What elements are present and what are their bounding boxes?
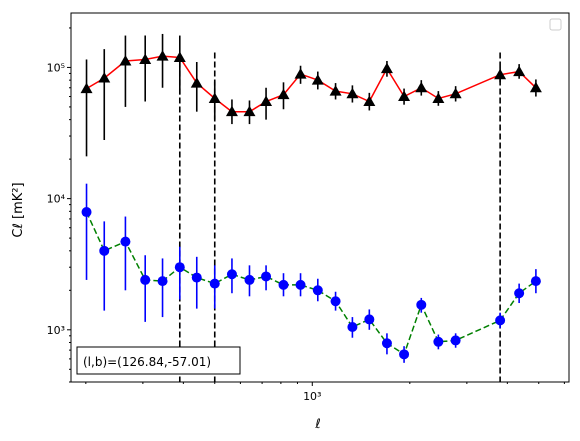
series-2-point [244, 274, 255, 285]
series-2-point [347, 322, 358, 333]
series-1-point [311, 74, 324, 85]
series-2-point [330, 296, 341, 307]
series-2-point [191, 272, 202, 283]
series-2-point [399, 349, 410, 360]
series-1-point [139, 53, 152, 64]
series-layer [80, 33, 542, 363]
series-2-point [312, 285, 323, 296]
series-2 [81, 183, 541, 363]
series-2-point [140, 274, 151, 285]
series-2-point [157, 276, 168, 287]
y-tick-label: 10⁵ [47, 61, 65, 74]
legend [549, 18, 562, 31]
series-1-point [260, 95, 273, 106]
series-2-point [433, 336, 444, 347]
series-1-point [173, 51, 186, 63]
series-1-point [363, 95, 376, 106]
series-2-point [450, 335, 461, 346]
series-2-point [495, 315, 506, 326]
series-2-point [120, 236, 131, 247]
legend-frame [549, 18, 562, 31]
annotation-frame [76, 346, 241, 375]
series-1-point [208, 92, 221, 103]
series-1-point [294, 68, 307, 79]
series-2-point [364, 314, 375, 325]
y-tick-label: 10³ [47, 324, 65, 337]
series-2-point [514, 288, 525, 299]
series-1-point [529, 81, 542, 93]
series-1-point [243, 105, 256, 117]
axis-ticks: 10³ 10⁴ 10⁵ 10³ [47, 27, 565, 403]
series-2-point [295, 279, 306, 290]
series-1-point [449, 87, 462, 99]
series-2-point [209, 278, 220, 289]
series-1-point [98, 72, 111, 83]
series-1-point [119, 54, 132, 66]
series-1-point [494, 68, 507, 80]
series-1-point [190, 77, 203, 88]
coordinates-annotation-box: (l,b)=(126.84,-57.01) [76, 346, 241, 375]
y-tick-label: 10⁴ [47, 193, 66, 206]
series-1-point [380, 62, 393, 74]
vertical-lines [178, 52, 501, 382]
series-1-point [225, 105, 238, 117]
series-1-point [398, 90, 411, 102]
series-2-point [81, 207, 92, 218]
series-1 [80, 33, 542, 157]
series-2-point [278, 279, 289, 290]
series-1-point [513, 65, 526, 77]
series-2-point [381, 338, 392, 349]
series-1-point [346, 87, 359, 99]
series-1-point [329, 85, 342, 96]
y-axis-label: Cℓ [mK²] [11, 182, 26, 237]
series-2-point [261, 271, 272, 282]
series-1-point [415, 81, 428, 93]
x-tick-label: 10³ [303, 390, 321, 403]
series-1-point [432, 92, 445, 103]
series-2-point [416, 299, 427, 310]
series-1-point [277, 88, 290, 100]
series-2-point [99, 245, 110, 256]
series-2-line [85, 211, 537, 356]
series-2-point [530, 276, 541, 287]
annotation-text: (l,b)=(126.84,-57.01) [83, 355, 211, 369]
series-1-point [80, 82, 93, 94]
x-axis-label: ℓ [314, 417, 320, 432]
series-2-point [226, 269, 237, 280]
series-1-line [86, 55, 537, 113]
series-1-point [156, 50, 169, 61]
plot-area-frame [70, 12, 570, 383]
series-2-point [174, 262, 185, 273]
